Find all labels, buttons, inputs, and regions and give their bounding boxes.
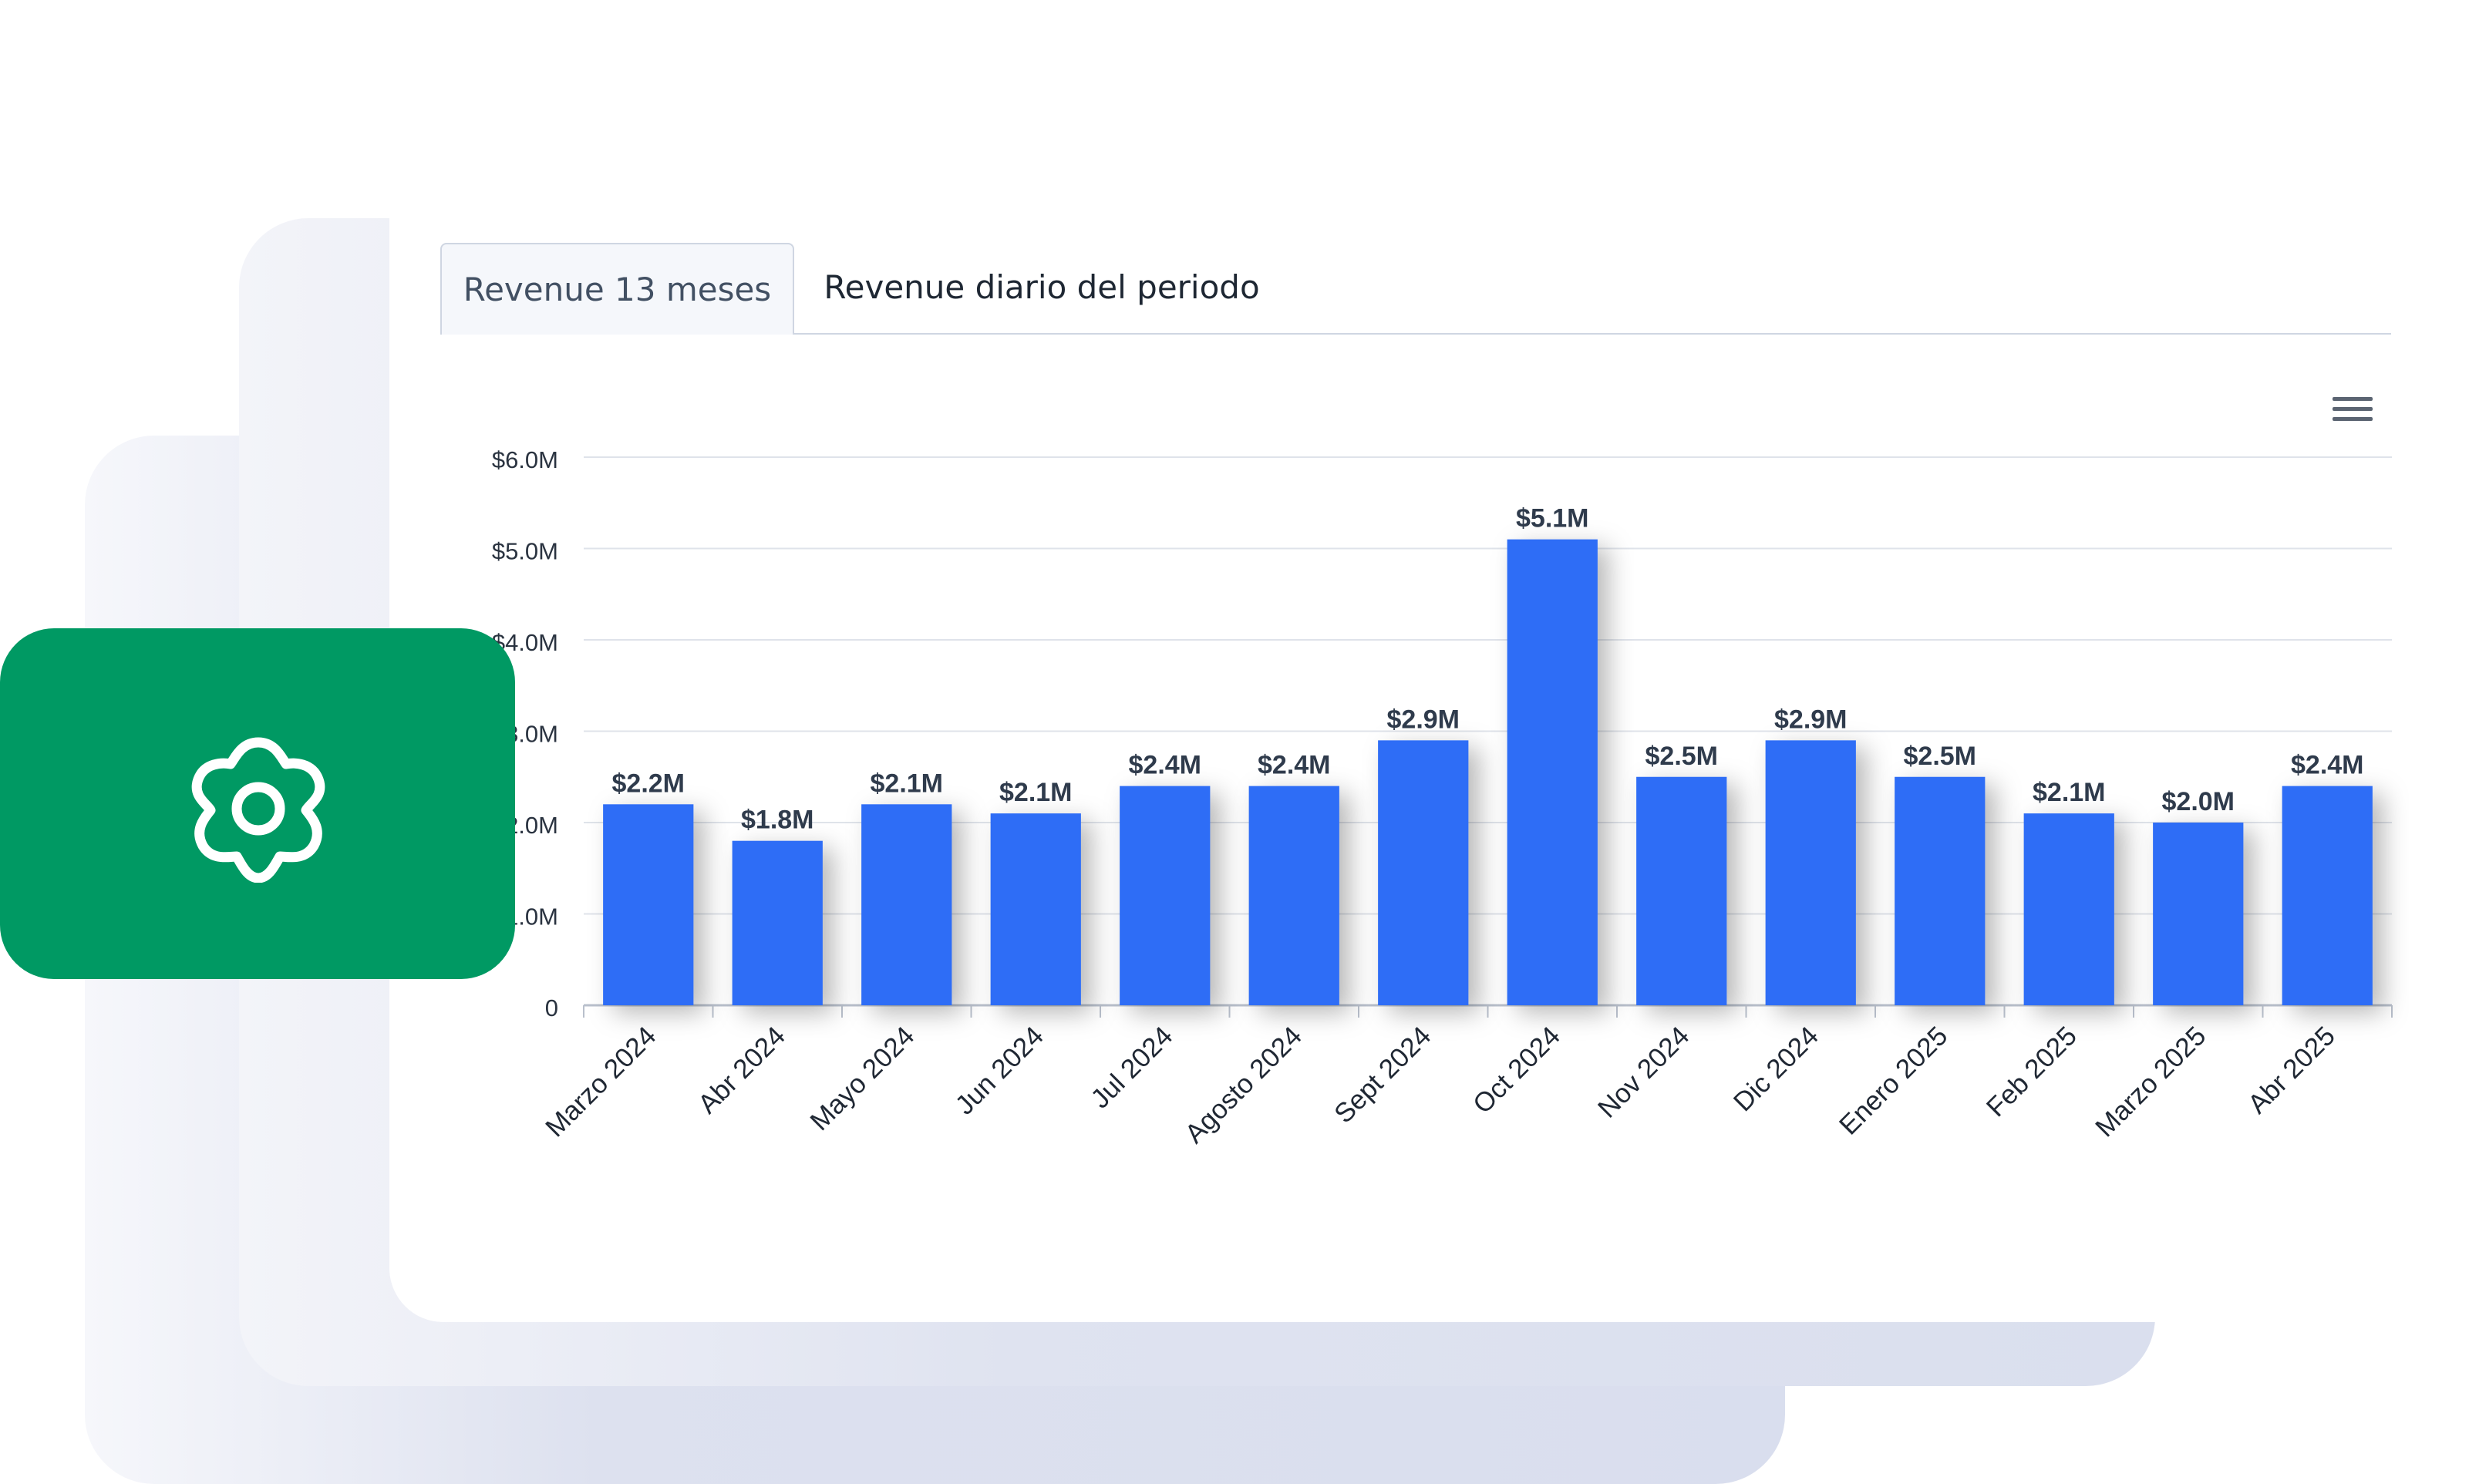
bar[interactable] bbox=[1507, 539, 1598, 1005]
bar[interactable] bbox=[2282, 786, 2373, 1005]
bar[interactable] bbox=[990, 813, 1081, 1005]
bar[interactable] bbox=[1248, 786, 1339, 1005]
tab-revenue-13-meses[interactable]: Revenue 13 meses bbox=[440, 243, 794, 335]
x-tick-label: Mayo 2024 bbox=[804, 1021, 920, 1136]
x-tick-label: Dic 2024 bbox=[1728, 1021, 1824, 1117]
data-label: $2.4M bbox=[1129, 751, 1202, 780]
data-label: $2.9M bbox=[1774, 705, 1848, 734]
settings-badge bbox=[0, 628, 515, 979]
x-tick-label: Feb 2025 bbox=[1981, 1021, 2083, 1122]
data-label: $2.1M bbox=[999, 778, 1073, 807]
x-tick-label: Enero 2025 bbox=[1834, 1021, 1954, 1141]
x-tick-label: Agosto 2024 bbox=[1179, 1021, 1308, 1149]
data-label: $2.9M bbox=[1387, 705, 1460, 734]
gear-icon bbox=[191, 737, 325, 883]
x-tick-label: Jul 2024 bbox=[1085, 1021, 1178, 1114]
data-label: $2.5M bbox=[1904, 742, 1977, 771]
y-tick-label: $5.0M bbox=[492, 538, 558, 565]
bar[interactable] bbox=[1378, 740, 1469, 1005]
x-tick-label: Sept 2024 bbox=[1329, 1021, 1437, 1129]
bar[interactable] bbox=[1120, 786, 1211, 1005]
x-tick-label: Oct 2024 bbox=[1467, 1021, 1566, 1119]
y-tick-label: 0 bbox=[545, 994, 558, 1021]
bar[interactable] bbox=[2153, 823, 2244, 1005]
tab-revenue-diario[interactable]: Revenue diario del periodo bbox=[824, 268, 1260, 306]
y-tick-label: $6.0M bbox=[492, 446, 558, 473]
x-tick-label: Abr 2025 bbox=[2242, 1021, 2341, 1119]
tab-bar: Revenue 13 meses Revenue diario del peri… bbox=[440, 243, 2391, 335]
x-tick-label: Jun 2024 bbox=[949, 1021, 1049, 1120]
x-tick-label: Nov 2024 bbox=[1592, 1021, 1696, 1124]
bar[interactable] bbox=[732, 840, 823, 1005]
bar[interactable] bbox=[861, 804, 952, 1005]
hamburger-menu-icon[interactable] bbox=[2333, 397, 2373, 428]
data-label: $2.4M bbox=[2291, 751, 2364, 780]
data-label: $2.1M bbox=[871, 769, 944, 798]
data-label: $2.1M bbox=[2033, 778, 2106, 807]
data-label: $1.8M bbox=[741, 806, 814, 835]
data-label: $2.5M bbox=[1645, 742, 1719, 771]
x-tick-label: Marzo 2025 bbox=[2090, 1021, 2211, 1142]
x-tick-label: Abr 2024 bbox=[692, 1021, 791, 1119]
x-tick-label: Marzo 2024 bbox=[540, 1021, 662, 1142]
bar[interactable] bbox=[603, 804, 694, 1005]
data-label: $5.1M bbox=[1516, 504, 1589, 533]
bar[interactable] bbox=[1895, 776, 1986, 1005]
bar[interactable] bbox=[1765, 740, 1856, 1005]
data-label: $2.0M bbox=[2162, 787, 2235, 816]
bar[interactable] bbox=[2023, 813, 2114, 1005]
bar[interactable] bbox=[1636, 776, 1727, 1005]
data-label: $2.2M bbox=[612, 769, 685, 798]
data-label: $2.4M bbox=[1258, 751, 1331, 780]
